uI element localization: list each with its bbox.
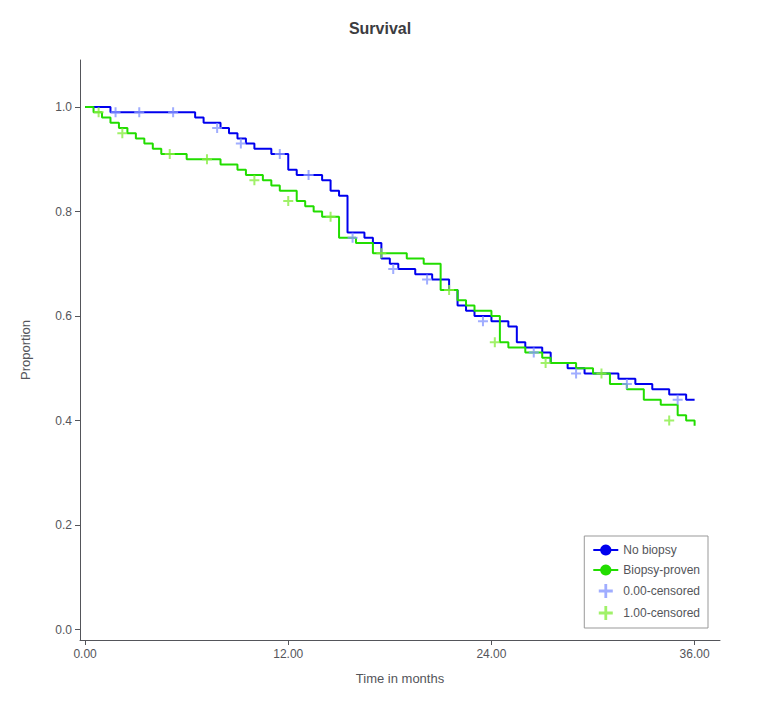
- svg-text:0.4: 0.4: [55, 414, 72, 428]
- svg-text:Survival: Survival: [349, 20, 411, 37]
- svg-text:0.00: 0.00: [73, 647, 97, 661]
- svg-text:36.00: 36.00: [680, 647, 710, 661]
- svg-text:0.6: 0.6: [55, 309, 72, 323]
- svg-text:0.00-censored: 0.00-censored: [623, 584, 700, 598]
- svg-text:0.2: 0.2: [55, 518, 72, 532]
- svg-text:Time in months: Time in months: [356, 671, 445, 686]
- svg-text:24.00: 24.00: [476, 647, 506, 661]
- svg-text:0.0: 0.0: [55, 623, 72, 637]
- svg-text:1.0: 1.0: [55, 100, 72, 114]
- svg-text:1.00-censored: 1.00-censored: [623, 606, 700, 620]
- svg-text:12.00: 12.00: [273, 647, 303, 661]
- svg-text:Proportion: Proportion: [18, 320, 33, 380]
- svg-text:0.8: 0.8: [55, 205, 72, 219]
- svg-text:No biopsy: No biopsy: [623, 543, 676, 557]
- svg-text:Biopsy-proven: Biopsy-proven: [623, 563, 700, 577]
